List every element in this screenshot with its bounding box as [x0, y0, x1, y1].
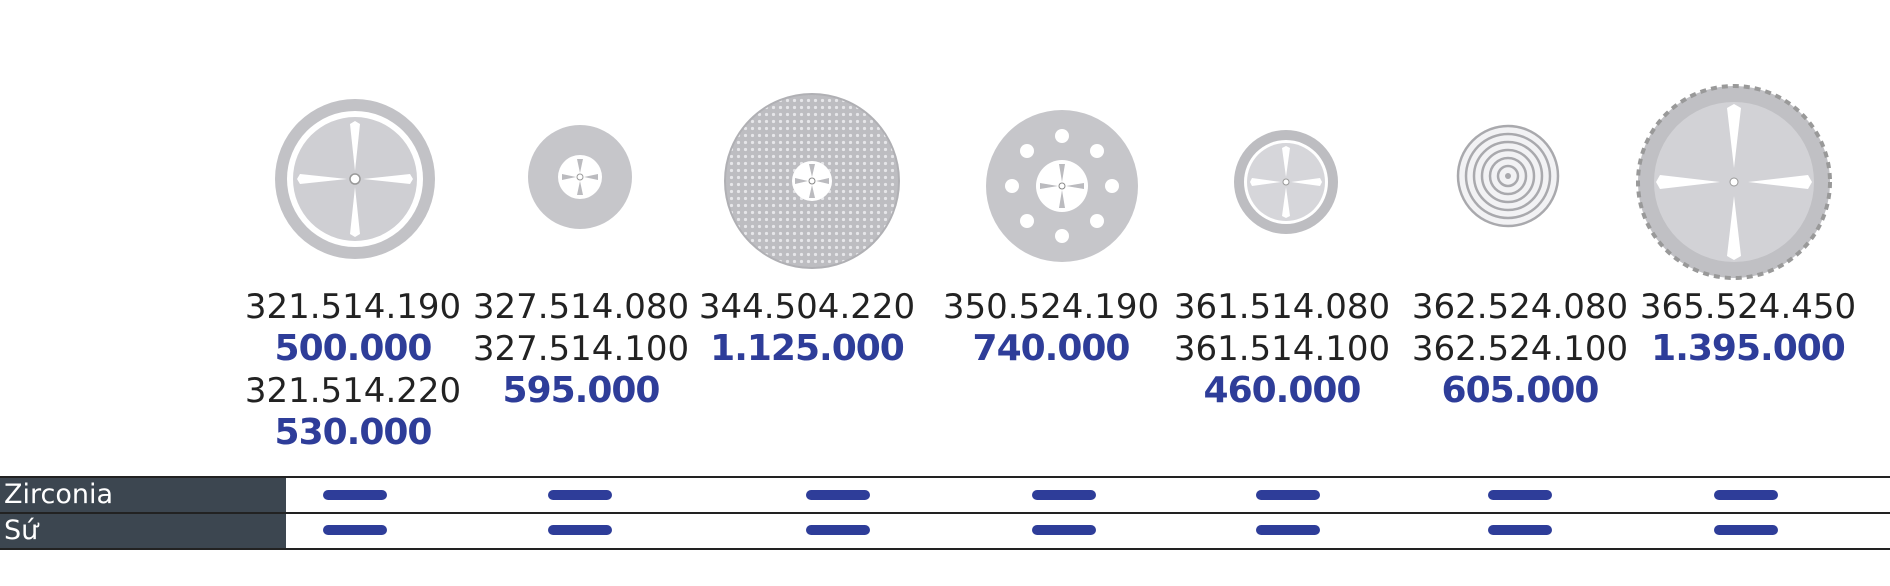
applicable-mark	[1032, 525, 1096, 535]
product-code: 361.514.100	[1173, 329, 1391, 369]
applicable-mark	[548, 525, 612, 535]
product-code: 350.524.190	[942, 287, 1160, 327]
product-column: 362.524.080 362.524.100 605.000	[1405, 286, 1635, 412]
product-price: 1.125.000	[710, 328, 905, 369]
product-column: 365.524.450 1.395.000	[1633, 286, 1863, 370]
table-divider	[0, 512, 1890, 514]
product-code: 327.514.080	[472, 287, 690, 327]
product-column: 350.524.190 740.000	[936, 286, 1166, 370]
material-label-su: Sứ	[0, 514, 286, 548]
product-price: 740.000	[972, 328, 1131, 369]
disc-concentric-icon	[1456, 124, 1560, 228]
product-price: 460.000	[1203, 370, 1362, 411]
disc-ring-small-icon	[1234, 130, 1338, 234]
product-price: 605.000	[1441, 370, 1600, 411]
product-code: 361.514.080	[1173, 287, 1391, 327]
applicable-mark	[806, 490, 870, 500]
product-price: 500.000	[274, 328, 433, 369]
product-price: 530.000	[274, 412, 433, 453]
table-divider	[0, 476, 1890, 478]
disc-mesh-large-icon	[724, 93, 900, 269]
applicable-mark	[323, 525, 387, 535]
disc-small-perforated-icon	[528, 125, 632, 229]
product-code: 362.524.080	[1411, 287, 1629, 327]
product-column: 344.504.220 1.125.000	[692, 286, 922, 370]
applicable-mark	[1032, 490, 1096, 500]
product-price: 595.000	[502, 370, 661, 411]
product-code: 365.524.450	[1639, 287, 1857, 327]
applicable-mark	[1714, 525, 1778, 535]
disc-serrated-large-icon	[1636, 84, 1832, 280]
disc-holes-icon	[986, 110, 1138, 262]
product-code: 344.504.220	[698, 287, 916, 327]
applicable-mark	[1256, 525, 1320, 535]
product-column: 327.514.080 327.514.100 595.000	[466, 286, 696, 412]
applicable-mark	[1488, 490, 1552, 500]
applicable-mark	[806, 525, 870, 535]
product-price: 1.395.000	[1651, 328, 1846, 369]
product-column: 361.514.080 361.514.100 460.000	[1167, 286, 1397, 412]
product-column: 321.514.190 500.000 321.514.220 530.000	[238, 286, 468, 454]
applicable-mark	[1714, 490, 1778, 500]
table-divider	[0, 548, 1890, 550]
applicable-mark	[1488, 525, 1552, 535]
applicable-mark	[548, 490, 612, 500]
applicable-mark	[323, 490, 387, 500]
applicable-mark	[1256, 490, 1320, 500]
product-code: 327.514.100	[472, 329, 690, 369]
product-code: 362.524.100	[1411, 329, 1629, 369]
product-code: 321.514.220	[244, 371, 462, 411]
disc-4-slot-ring-icon	[275, 99, 435, 259]
product-code: 321.514.190	[244, 287, 462, 327]
material-label-zirconia: Zirconia	[0, 478, 286, 512]
